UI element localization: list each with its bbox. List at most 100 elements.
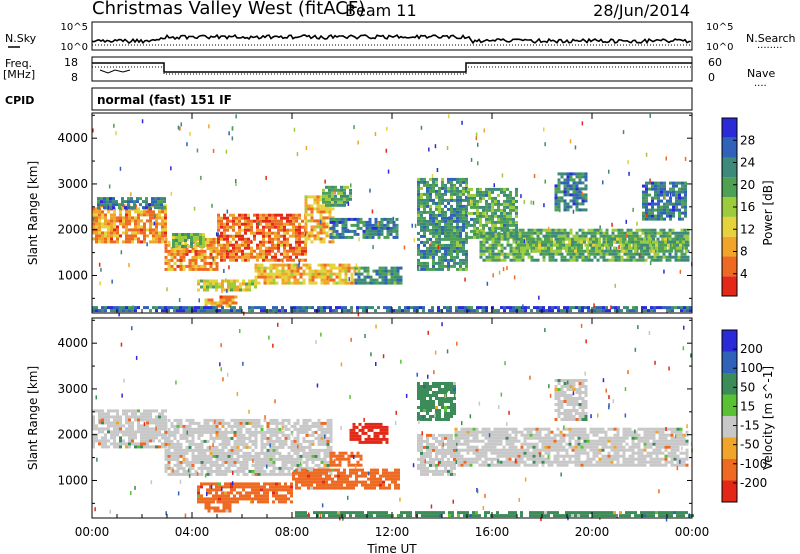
velocity-cell — [155, 436, 158, 440]
power-cell — [110, 213, 113, 217]
power-cell — [149, 228, 152, 232]
velocity-cell — [200, 451, 204, 455]
colorbar-tick-label: 24 — [740, 156, 755, 170]
velocity-cell — [143, 433, 146, 437]
power-cell — [316, 231, 320, 235]
power-cell — [125, 309, 128, 313]
velocity-cell — [221, 418, 225, 422]
power-cell — [378, 272, 382, 276]
velocity-cell — [230, 457, 234, 461]
power-cell — [266, 281, 270, 285]
power-cell — [254, 278, 258, 282]
power-cell — [593, 234, 597, 238]
power-cell — [235, 231, 238, 235]
power-cell — [456, 186, 459, 190]
power-cell — [363, 281, 367, 285]
power-cell — [429, 204, 432, 208]
velocity-cell — [284, 460, 288, 464]
power-cell — [329, 309, 332, 313]
power-cell — [310, 225, 314, 229]
power-cell — [307, 195, 311, 199]
power-cell — [337, 197, 340, 201]
power-cell — [642, 190, 645, 194]
velocity-cell — [209, 497, 212, 501]
power-cell — [441, 243, 444, 247]
power-cell — [653, 306, 656, 310]
power-cell — [432, 234, 435, 238]
velocity-cell — [299, 466, 303, 470]
power-cell — [203, 279, 206, 283]
velocity-cell — [278, 436, 282, 440]
power-cell — [286, 216, 289, 220]
power-cell — [530, 255, 534, 259]
velocity-cell — [236, 433, 240, 437]
velocity-cell — [326, 421, 330, 425]
velocity-cell — [326, 451, 330, 455]
power-cell — [680, 258, 684, 262]
power-cell — [538, 240, 541, 244]
power-cell — [456, 237, 459, 241]
power-cell — [485, 240, 489, 244]
power-cell — [149, 219, 152, 223]
power-cell — [262, 213, 265, 217]
velocity-cell — [164, 433, 167, 437]
power-cell — [681, 196, 684, 200]
power-cell — [295, 213, 298, 217]
power-cell — [629, 249, 633, 253]
power-cell — [322, 188, 325, 192]
power-cell — [271, 255, 274, 259]
velocity-cell — [140, 433, 143, 437]
power-cell — [569, 255, 573, 259]
power-cell — [578, 255, 582, 259]
velocity-cell — [167, 454, 171, 458]
power-cell — [263, 266, 267, 270]
power-cell — [503, 234, 507, 238]
power-cell — [572, 202, 576, 206]
power-cell — [491, 199, 494, 203]
velocity-cell — [209, 460, 213, 464]
velocity-cell — [131, 412, 134, 416]
power-cell — [497, 237, 501, 241]
velocity-cell — [263, 457, 267, 461]
power-cell — [494, 208, 497, 212]
power-cell — [236, 285, 239, 289]
power-cell — [453, 246, 456, 250]
velocity-cell — [161, 421, 164, 425]
power-cell — [518, 306, 521, 310]
velocity-cell — [275, 472, 279, 476]
velocity-cell — [248, 454, 252, 458]
power-cell — [665, 234, 669, 238]
power-cell — [494, 243, 498, 247]
power-cell — [313, 225, 317, 229]
velocity-cell — [278, 451, 282, 455]
velocity-cell — [104, 442, 107, 446]
velocity-cell — [239, 463, 243, 467]
velocity-cell — [326, 418, 330, 422]
power-cell — [275, 263, 279, 267]
velocity-cell — [149, 433, 152, 437]
power-speckle — [298, 263, 300, 268]
velocity-cell — [149, 421, 152, 425]
power-cell — [536, 234, 540, 238]
power-cell — [231, 295, 235, 299]
velocity-cell — [212, 430, 216, 434]
power-cell — [341, 220, 345, 224]
power-cell — [444, 246, 447, 250]
power-cell — [526, 249, 529, 253]
power-cell — [538, 237, 541, 241]
power-speckle — [228, 265, 230, 270]
velocity-cell — [299, 424, 303, 428]
velocity-cell — [92, 439, 95, 443]
power-speckle — [628, 171, 630, 176]
power-cell — [268, 213, 271, 217]
velocity-cell — [158, 439, 161, 443]
power-cell — [520, 249, 523, 253]
power-cell — [275, 272, 279, 276]
velocity-cell — [212, 463, 216, 467]
power-cell — [587, 306, 590, 310]
velocity-cell — [236, 491, 239, 495]
power-cell — [592, 246, 595, 250]
power-cell — [167, 249, 171, 253]
power-cell — [92, 309, 95, 313]
power-cell — [191, 255, 195, 259]
